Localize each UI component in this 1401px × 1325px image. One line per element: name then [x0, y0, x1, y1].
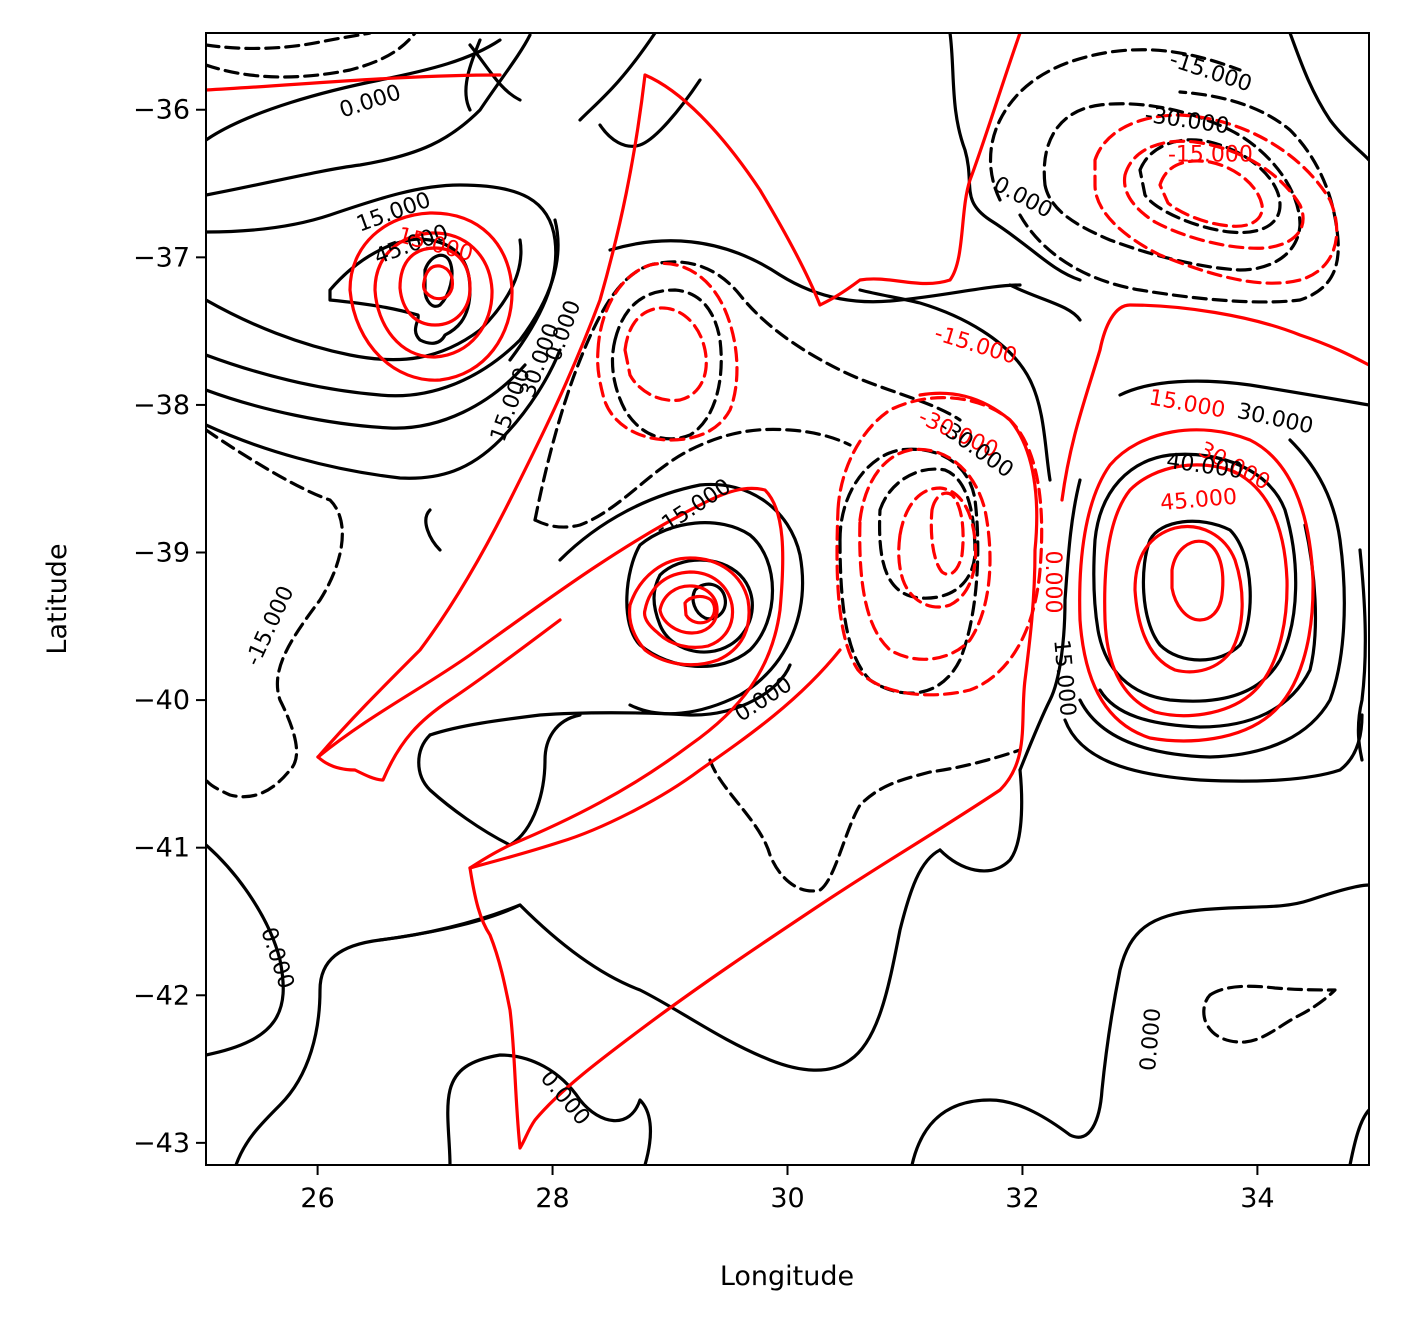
black-solid-contours: [206, 33, 1369, 1165]
contour-line: [373, 231, 494, 359]
contour-line: [558, 482, 805, 716]
contour-line: [378, 848, 942, 1072]
contour-line: [1133, 525, 1244, 674]
contour-line: [398, 246, 472, 327]
x-tick-label: 26: [300, 1183, 334, 1214]
contour-line: [691, 582, 728, 621]
contour-line: [1042, 102, 1302, 272]
contour-line: [642, 570, 735, 649]
contour-line: [1103, 463, 1289, 718]
x-tick-label: 28: [535, 1183, 569, 1214]
contour-line: [468, 391, 1039, 1150]
contour-line: [348, 211, 514, 382]
contour-line: [897, 486, 978, 609]
y-axis-title: Latitude: [42, 543, 73, 654]
contour-line: [1018, 90, 1340, 304]
contour-line: [1060, 303, 1369, 502]
y-tick-label: −43: [133, 1128, 190, 1159]
contour-line: [838, 447, 980, 695]
contour-lines: [206, 33, 1369, 1165]
contour-line: [316, 486, 785, 870]
contour-line: [316, 33, 1022, 759]
contour-line: [206, 363, 527, 430]
contour-line: [468, 648, 842, 870]
contour-line: [596, 261, 739, 442]
x-tick-label: 34: [1240, 1183, 1274, 1214]
contour-label: -15.000: [1168, 142, 1253, 167]
contour-line: [910, 883, 1369, 1165]
contour-line: [206, 843, 285, 1057]
contour-line: [1092, 452, 1298, 703]
contour-line: [1093, 113, 1339, 285]
contour-line: [421, 264, 455, 301]
contour-line: [1118, 379, 1369, 407]
contour-line: [948, 33, 1082, 282]
contour-line: [206, 33, 372, 51]
contour-line: [858, 447, 992, 661]
contour-line: [206, 33, 532, 197]
y-axis-ticks: −36 −37 −38 −39 −40 −41 −42 −43: [133, 95, 206, 1159]
contour-line: [989, 48, 1242, 202]
contour-line: [206, 218, 560, 398]
contour-line: [328, 237, 472, 345]
contour-line: [1356, 548, 1367, 762]
contour-line: [423, 253, 454, 308]
contour-line: [206, 33, 417, 79]
contour-line: [1170, 539, 1225, 622]
contour-line: [533, 427, 852, 529]
contour-line: [1078, 428, 1315, 743]
contour-line: [1348, 1108, 1369, 1165]
red-solid-contours: [206, 33, 1369, 1150]
contour-line: [316, 618, 562, 782]
contour-label: 0.000: [1040, 551, 1065, 614]
contour-line: [1141, 519, 1252, 662]
contour-line: [598, 78, 702, 148]
contour-line: [1078, 438, 1346, 759]
y-tick-label: −41: [133, 833, 190, 864]
y-tick-label: −42: [133, 980, 190, 1011]
contour-line: [858, 288, 1052, 482]
contour-line: [627, 556, 751, 667]
contour-label: 0.000: [1136, 1007, 1166, 1072]
contour-line: [1018, 478, 1082, 772]
contour-line: [578, 33, 657, 122]
x-tick-label: 30: [770, 1183, 804, 1214]
x-tick-label: 32: [1005, 1183, 1039, 1214]
contour-line: [1122, 139, 1305, 250]
contour-line: [938, 768, 1024, 873]
contour-line: [1138, 138, 1282, 235]
contour-line: [206, 428, 344, 799]
contour-line: [533, 260, 962, 522]
contour-line: [877, 467, 977, 600]
black-dashed-contours: [206, 33, 1340, 1044]
contour-line: [1063, 713, 1364, 783]
y-tick-label: −36: [133, 95, 190, 126]
contour-line: [608, 239, 1022, 304]
contour-line: [1288, 33, 1369, 162]
red-dashed-contours: [596, 113, 1339, 697]
contour-line: [708, 748, 1022, 893]
contour-line: [1008, 283, 1082, 322]
contour-line: [610, 288, 723, 441]
y-tick-label: −40: [133, 685, 190, 716]
y-tick-label: −37: [133, 242, 190, 273]
contour-line: [446, 1053, 652, 1165]
y-tick-label: −39: [133, 538, 190, 569]
contour-line: [428, 663, 792, 737]
contour-line: [683, 594, 717, 625]
contour-line: [835, 396, 1044, 697]
contour-line: [206, 73, 502, 92]
contour-line: [1158, 159, 1264, 228]
x-axis-title: Longitude: [720, 1261, 854, 1292]
x-axis-ticks: 26 28 30 32 34: [300, 1165, 1275, 1214]
contour-line: [424, 508, 442, 552]
y-tick-label: −38: [133, 390, 190, 421]
contour-line: [623, 306, 708, 403]
contour-line: [929, 491, 965, 576]
contour-line: [1202, 984, 1337, 1044]
contour-line: [206, 348, 562, 480]
contour-line: [658, 584, 719, 635]
